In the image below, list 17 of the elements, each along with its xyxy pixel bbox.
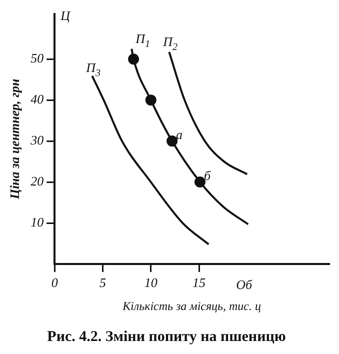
y-tick-label: 40 <box>30 91 44 106</box>
x-axis-title: Кількість за місяць, тис. ц <box>122 298 262 313</box>
y-tick-label: 50 <box>30 50 44 66</box>
text: Об <box>236 277 252 292</box>
y-tick-label: 20 <box>30 173 44 188</box>
line-series <box>91 74 210 246</box>
x-tick-label: 15 <box>192 275 206 290</box>
y-tick-label: 30 <box>30 132 44 148</box>
annotation: б <box>204 168 211 184</box>
annotation: Ц <box>60 8 71 23</box>
x-tick-label: 0 <box>51 275 58 290</box>
x-tick-label: 10 <box>144 275 158 290</box>
y-axis-title: Ціна за центнер, грн <box>7 78 22 200</box>
annotation: а <box>176 127 184 142</box>
x-tick-label: 5 <box>99 275 106 290</box>
y-tick-label: 10 <box>30 214 44 230</box>
text: Рис. 4.2. Зміни попиту на пшеницю <box>47 328 286 345</box>
